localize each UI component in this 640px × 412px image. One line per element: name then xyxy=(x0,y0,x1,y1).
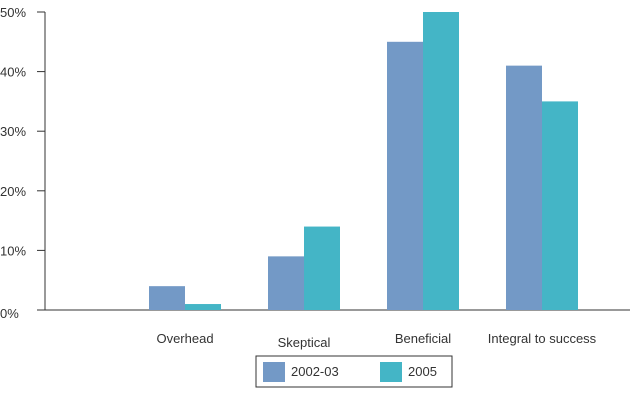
legend-label: 2002-03 xyxy=(291,364,339,379)
bar-overhead-2002-03 xyxy=(149,286,185,310)
bar-integral-to-success-2002-03 xyxy=(506,65,542,310)
legend-swatch xyxy=(263,362,285,382)
x-category-label: Beneficial xyxy=(395,331,451,346)
legend-swatch xyxy=(380,362,402,382)
legend-label: 2005 xyxy=(408,364,437,379)
bar-skeptical-2005 xyxy=(304,226,340,310)
bar-beneficial-2002-03 xyxy=(387,41,423,311)
legend-box xyxy=(255,355,453,388)
x-category-label: Skeptical xyxy=(278,335,331,350)
y-tick-label: 50% xyxy=(0,5,26,20)
chart-legend: 2002-03 2005 xyxy=(255,355,453,388)
chart-bars xyxy=(149,12,578,311)
x-axis-labels: Overhead Skeptical Beneficial Integral to s… xyxy=(156,331,596,350)
y-tick-label: 20% xyxy=(0,184,26,199)
y-tick-label: 30% xyxy=(0,124,26,139)
y-tick-label: 40% xyxy=(0,65,26,80)
bar-skeptical-2002-03 xyxy=(268,256,304,310)
x-category-label: Overhead xyxy=(156,331,213,346)
y-axis-ticks: 0% 10% 20% 30% 40% 50% xyxy=(0,5,45,321)
bar-beneficial-2005 xyxy=(423,12,459,310)
x-category-label: Integral to success xyxy=(488,331,597,346)
y-tick-label: 10% xyxy=(0,243,26,258)
bar-overhead-2005 xyxy=(185,304,221,310)
bar-integral-to-success-2005 xyxy=(542,101,578,311)
y-tick-label: 0% xyxy=(0,306,19,321)
